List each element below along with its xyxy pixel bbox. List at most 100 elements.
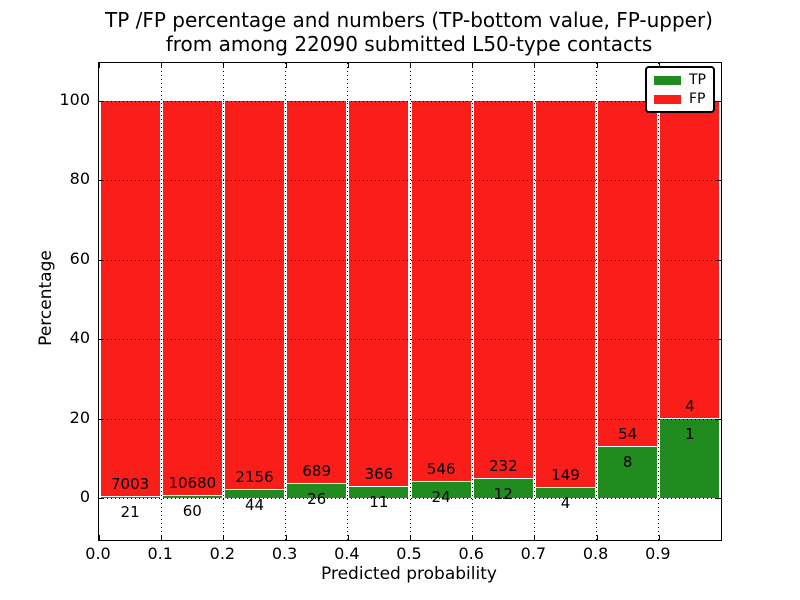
- tp-legend-label: TP: [689, 72, 706, 88]
- x-tick-label: 0.0: [85, 544, 111, 563]
- x-tick-mark-bottom: [161, 535, 163, 540]
- y-tick-mark-right: [716, 259, 721, 261]
- y-tick-label: 100: [59, 89, 90, 109]
- legend-item-fp: FP: [654, 91, 706, 107]
- fp-bar-segment: [349, 100, 409, 487]
- fp-count-label: 2156: [235, 468, 274, 487]
- x-tick-label: 0.7: [520, 544, 547, 563]
- x-tick-mark-bottom: [472, 535, 474, 540]
- tp-count-label: 8: [622, 452, 633, 471]
- fp-count-label: 232: [488, 456, 518, 475]
- y-tick-mark-left: [99, 418, 104, 420]
- tp-bar-segment: [287, 483, 347, 499]
- legend-item-tp: TP: [654, 72, 706, 88]
- y-tick-mark-right: [716, 180, 721, 182]
- x-tick-mark-top: [285, 63, 287, 68]
- x-tick-label: 0.1: [147, 544, 173, 563]
- v-gridline: [409, 63, 411, 540]
- y-tick-label: 20: [69, 407, 90, 427]
- y-tick-mark-left: [99, 100, 104, 102]
- tp-count-label: 4: [560, 493, 571, 512]
- legend: TP FP: [645, 66, 715, 113]
- x-tick-mark-top: [472, 63, 474, 68]
- y-tick-mark-right: [716, 100, 721, 102]
- tp-bar-segment: [660, 418, 720, 499]
- fp-count-label: 149: [551, 465, 580, 484]
- x-tick-mark-bottom: [596, 535, 598, 540]
- x-axis-label: Predicted probability: [321, 564, 497, 584]
- tp-bar-segment: [598, 446, 658, 499]
- x-tick-label: 0.4: [334, 544, 360, 563]
- x-tick-label: 0.9: [645, 544, 671, 563]
- fp-bar-segment: [411, 100, 471, 482]
- v-gridline: [533, 63, 535, 540]
- y-tick-mark-right: [716, 339, 721, 341]
- x-tick-label: 0.5: [396, 544, 422, 563]
- v-gridline: [471, 63, 473, 540]
- v-gridline: [160, 63, 162, 540]
- chart-title-line2: from among 22090 submitted L50-type cont…: [165, 32, 653, 56]
- tp-bar-segment: [411, 481, 471, 499]
- fp-bar-segment: [473, 100, 533, 479]
- fp-legend-label: FP: [689, 91, 706, 107]
- tp-count-label: 11: [369, 492, 389, 511]
- x-tick-mark-bottom: [99, 535, 100, 540]
- x-tick-mark-bottom: [534, 535, 536, 540]
- fp-bar-segment: [287, 100, 347, 484]
- fp-count-label: 10680: [168, 474, 217, 493]
- plot-area: 7003 21 10680 60 2156 44 689 26 366 11 546 24 232 12 1…: [98, 62, 722, 541]
- tp-bar-segment: [224, 490, 285, 499]
- chart-title-line1: TP /FP percentage and numbers (TP-bottom…: [105, 8, 713, 32]
- y-tick-label: 40: [69, 328, 90, 348]
- tp-count-label: 44: [244, 496, 265, 515]
- x-tick-mark-top: [534, 63, 536, 68]
- y-tick-mark-left: [99, 498, 104, 500]
- y-tick-label: 80: [69, 169, 90, 189]
- x-tick-mark-top: [410, 63, 411, 68]
- x-tick-mark-top: [99, 63, 100, 68]
- x-tick-mark-top: [596, 63, 598, 68]
- fp-bar-segment: [598, 100, 658, 447]
- y-tick-mark-left: [99, 259, 104, 261]
- tp-legend-swatch: [654, 76, 681, 85]
- y-tick-label: 0: [79, 487, 90, 507]
- tp-count-label: 60: [182, 502, 202, 521]
- fp-count-label: 7003: [111, 475, 150, 494]
- fp-bar-segment: [162, 100, 222, 497]
- tp-bar-segment: [535, 487, 596, 499]
- v-gridline: [347, 63, 349, 540]
- tp-bar-segment: [100, 497, 160, 499]
- x-tick-mark-top: [161, 63, 163, 68]
- tp-count-label: 12: [493, 484, 513, 503]
- tp-count-label: 24: [431, 487, 451, 506]
- v-gridline: [596, 63, 598, 540]
- chart-title: TP /FP percentage and numbers (TP-bottom…: [98, 8, 720, 56]
- v-gridline: [222, 63, 224, 540]
- v-gridline: [285, 63, 287, 540]
- x-tick-mark-top: [223, 63, 225, 68]
- y-tick-label: 60: [69, 248, 90, 268]
- fp-count-label: 54: [618, 424, 638, 443]
- fp-count-label: 546: [426, 459, 456, 478]
- v-gridline: [658, 63, 660, 540]
- x-tick-label: 0.2: [209, 544, 236, 563]
- x-tick-label: 0.8: [582, 544, 609, 563]
- fp-count-label: 4: [685, 396, 695, 415]
- x-tick-mark-top: [347, 63, 349, 68]
- x-tick-mark-bottom: [658, 535, 660, 540]
- fp-legend-swatch: [654, 95, 681, 104]
- y-tick-mark-left: [99, 339, 104, 341]
- x-tick-mark-bottom: [410, 535, 411, 540]
- tp-bar-segment: [162, 496, 222, 499]
- y-tick-mark-left: [99, 180, 104, 182]
- tp-count-label: 21: [120, 503, 140, 522]
- tp-count-label: 1: [685, 424, 695, 443]
- y-tick-mark-right: [716, 418, 721, 420]
- fp-bar-segment: [535, 100, 596, 488]
- x-tick-mark-bottom: [223, 535, 225, 540]
- x-tick-mark-bottom: [285, 535, 287, 540]
- x-tick-label: 0.3: [271, 544, 298, 563]
- x-tick-label: 0.6: [458, 544, 484, 563]
- tp-bar-segment: [473, 478, 533, 499]
